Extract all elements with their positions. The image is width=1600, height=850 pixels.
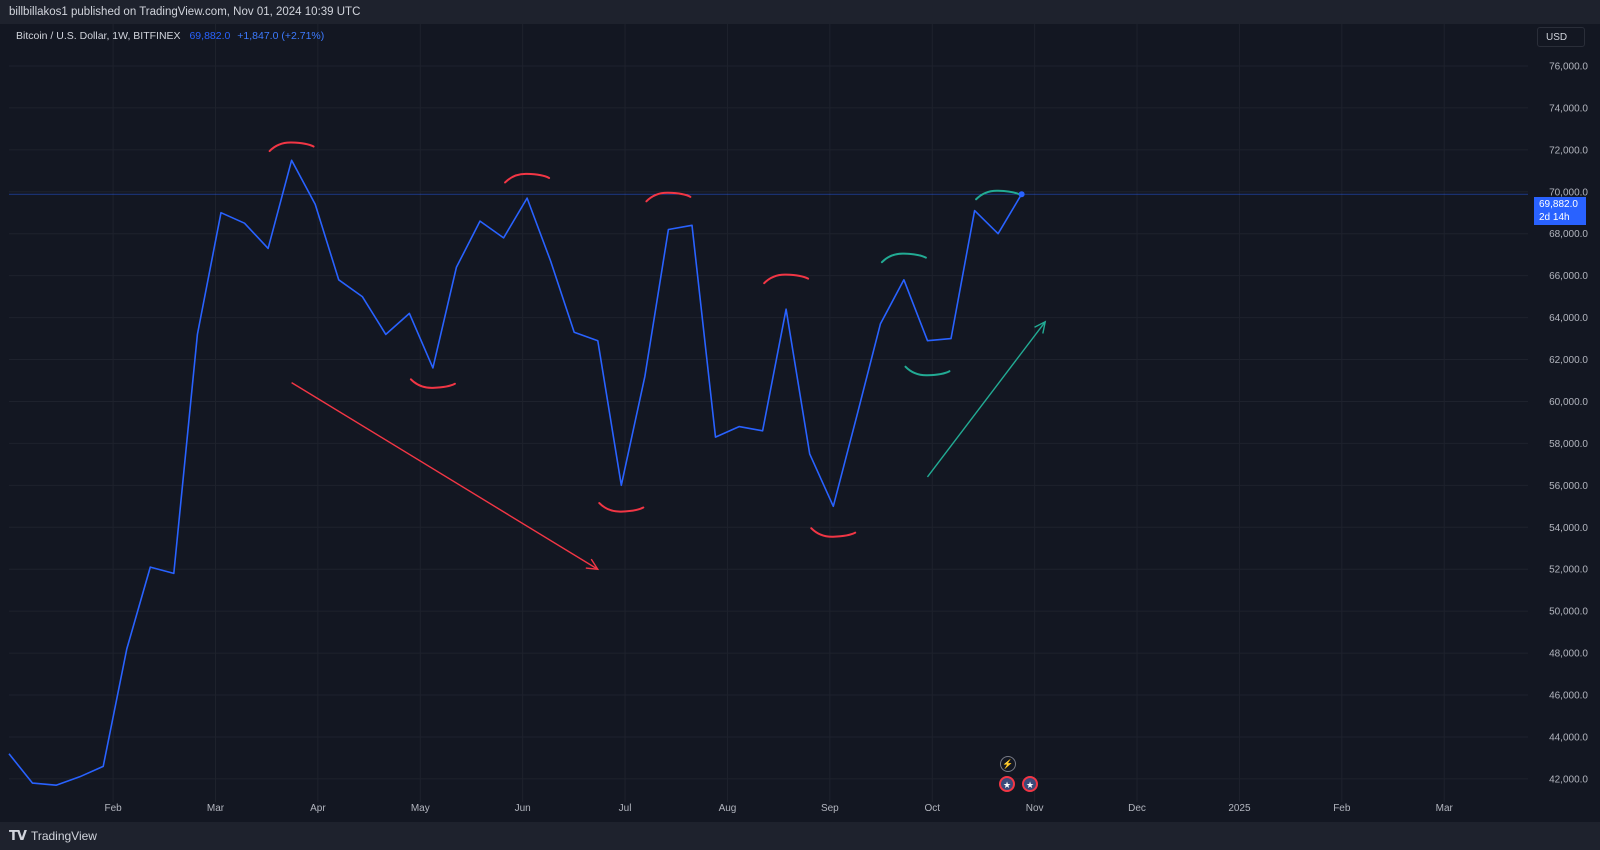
brush-stroke[interactable]: [880, 252, 927, 264]
price-tick-label: 70,000.0: [1549, 187, 1588, 198]
arrow-head: [1034, 320, 1047, 334]
price-tick-label: 56,000.0: [1549, 481, 1588, 492]
brush-stroke[interactable]: [504, 172, 551, 184]
time-tick-label: Feb: [104, 803, 122, 814]
time-tick-label: Feb: [1333, 803, 1351, 814]
legend-price: 69,882.0: [189, 30, 231, 42]
brush-stroke[interactable]: [810, 527, 857, 538]
us-flag-event-icon[interactable]: ★: [1022, 776, 1038, 792]
symbol-title: Bitcoin / U.S. Dollar, 1W, BITFINEX: [16, 30, 181, 42]
chart-grid: [9, 24, 1600, 802]
price-tick-label: 58,000.0: [1549, 439, 1588, 450]
brush-stroke[interactable]: [763, 273, 810, 285]
plot-area: [9, 24, 1528, 802]
brush-stroke[interactable]: [975, 189, 1022, 201]
price-tick-label: 60,000.0: [1549, 397, 1588, 408]
price-tick-label: 46,000.0: [1549, 691, 1588, 702]
trend-arrow[interactable]: [291, 381, 599, 570]
price-tick-label: 74,000.0: [1549, 103, 1588, 114]
arrow-head: [585, 558, 600, 571]
price-tick-label: 48,000.0: [1549, 649, 1588, 660]
price-tick-label: 62,000.0: [1549, 355, 1588, 366]
brush-stroke[interactable]: [904, 365, 951, 377]
lightning-event-icon[interactable]: ⚡: [1000, 756, 1016, 772]
last-price-dot: [1018, 191, 1025, 198]
time-tick-label: Mar: [1436, 803, 1454, 814]
legend-change: +1,847.0 (+2.71%): [237, 30, 325, 42]
price-tick-label: 42,000.0: [1549, 774, 1588, 785]
time-tick-label: 2025: [1228, 803, 1251, 814]
currency-selector-button[interactable]: USD: [1537, 27, 1585, 47]
footer-bar: 𝗧𝗩 TradingView: [0, 822, 1600, 850]
time-tick-label: Dec: [1128, 803, 1146, 814]
published-header: billbillakos1 published on TradingView.c…: [0, 0, 1600, 24]
price-tick-label: 54,000.0: [1549, 523, 1588, 534]
price-tick-label: 76,000.0: [1549, 61, 1588, 72]
price-tick-label: 50,000.0: [1549, 607, 1588, 618]
time-tick-label: Apr: [310, 803, 326, 814]
time-tick-label: Aug: [719, 803, 737, 814]
brush-stroke[interactable]: [409, 378, 456, 389]
time-tick-label: Oct: [924, 803, 940, 814]
symbol-legend[interactable]: Bitcoin / U.S. Dollar, 1W, BITFINEX 69,8…: [16, 30, 324, 42]
price-scale-area: [1528, 24, 1600, 802]
price-tick-label: 68,000.0: [1549, 229, 1588, 240]
brush-stroke[interactable]: [645, 191, 692, 203]
brush-stroke[interactable]: [268, 141, 315, 153]
price-axis[interactable]: 42,000.0 44,000.0 46,000.0 48,000.0 50,000.0…: [1549, 61, 1588, 785]
trend-arrow[interactable]: [926, 321, 1046, 478]
price-chart[interactable]: 42,000.0 44,000.0 46,000.0 48,000.0 50,000.0…: [0, 0, 1600, 822]
time-axis[interactable]: Feb Mar Apr May Jun Jul Aug Sep Oct Nov Dec 2025 Feb…: [104, 803, 1453, 814]
time-tick-label: Nov: [1026, 803, 1044, 814]
user-drawings[interactable]: [268, 141, 1047, 571]
time-tick-label: Mar: [207, 803, 225, 814]
last-price-label: 69,882.0 2d 14h: [1534, 197, 1586, 225]
time-tick-label: Jul: [619, 803, 632, 814]
us-flag-event-icon[interactable]: ★: [999, 776, 1015, 792]
bar-countdown: 2d 14h: [1539, 212, 1570, 223]
price-tick-label: 66,000.0: [1549, 271, 1588, 282]
brush-stroke[interactable]: [598, 502, 645, 513]
price-tick-label: 52,000.0: [1549, 565, 1588, 576]
time-tick-label: Jun: [515, 803, 531, 814]
brand-name: TradingView: [30, 829, 97, 843]
price-tick-label: 72,000.0: [1549, 145, 1588, 156]
price-series-line: [8, 159, 1023, 786]
tradingview-logo-icon: 𝗧𝗩: [9, 828, 27, 844]
last-price-value: 69,882.0: [1539, 199, 1578, 210]
price-tick-label: 44,000.0: [1549, 732, 1588, 743]
price-tick-label: 64,000.0: [1549, 313, 1588, 324]
time-tick-label: May: [411, 803, 430, 814]
time-tick-label: Sep: [821, 803, 839, 814]
